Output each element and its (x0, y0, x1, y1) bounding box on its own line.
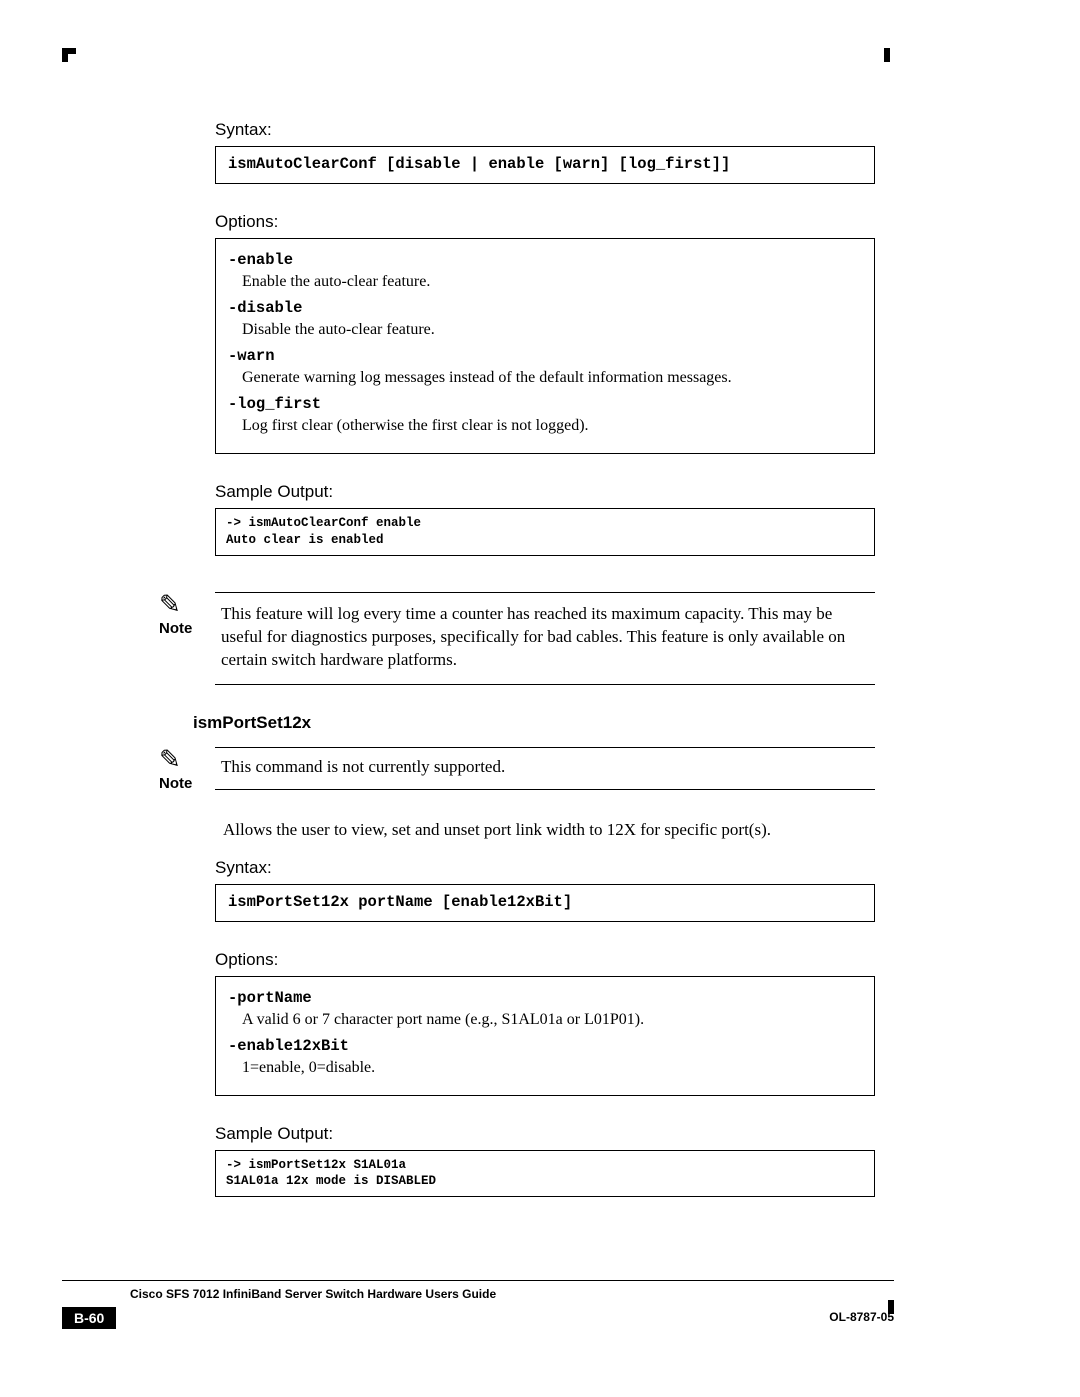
option-name: -warn (228, 347, 862, 365)
page-content: Syntax: ismAutoClearConf [disable | enab… (215, 120, 875, 1197)
option-name: -log_first (228, 395, 862, 413)
option-name: -portName (228, 989, 862, 1007)
sample-label: Sample Output: (215, 482, 875, 502)
note-label: Note (159, 775, 215, 792)
note-block: ✎ Note This command is not currently sup… (215, 747, 875, 792)
option-desc: Disable the auto-clear feature. (242, 321, 862, 339)
sample-output: -> ismPortSet12x S1AL01a S1AL01a 12x mod… (215, 1150, 875, 1198)
note-text: This feature will log every time a count… (215, 592, 875, 685)
option-desc: 1=enable, 0=disable. (242, 1059, 862, 1077)
syntax-label: Syntax: (215, 858, 875, 878)
options-label: Options: (215, 212, 875, 232)
pencil-icon: ✎ (159, 592, 215, 618)
crop-mark-tl (62, 48, 76, 62)
option-desc: Enable the auto-clear feature. (242, 273, 862, 291)
option-desc: Log first clear (otherwise the first cle… (242, 417, 862, 435)
page-number: B-60 (62, 1307, 116, 1329)
page-footer: Cisco SFS 7012 InfiniBand Server Switch … (62, 1280, 894, 1329)
option-name: -disable (228, 299, 862, 317)
syntax-box: ismPortSet12x portName [enable12xBit] (215, 884, 875, 922)
crop-mark-tr (884, 48, 890, 62)
footer-title: Cisco SFS 7012 InfiniBand Server Switch … (130, 1287, 894, 1301)
options-box: -portName A valid 6 or 7 character port … (215, 976, 875, 1096)
pencil-icon: ✎ (159, 747, 215, 773)
option-name: -enable (228, 251, 862, 269)
options-box: -enable Enable the auto-clear feature. -… (215, 238, 875, 454)
doc-id: OL-8787-05 (829, 1310, 894, 1324)
crop-mark-br (888, 1300, 894, 1314)
syntax-label: Syntax: (215, 120, 875, 140)
sample-label: Sample Output: (215, 1124, 875, 1144)
options-label: Options: (215, 950, 875, 970)
note-block: ✎ Note This feature will log every time … (215, 592, 875, 685)
note-label: Note (159, 620, 215, 637)
command-heading: ismPortSet12x (193, 713, 875, 733)
sample-output: -> ismAutoClearConf enable Auto clear is… (215, 508, 875, 556)
command-description: Allows the user to view, set and unset p… (223, 820, 875, 840)
option-desc: Generate warning log messages instead of… (242, 369, 862, 387)
syntax-box: ismAutoClearConf [disable | enable [warn… (215, 146, 875, 184)
option-desc: A valid 6 or 7 character port name (e.g.… (242, 1011, 862, 1029)
note-text: This command is not currently supported. (215, 747, 875, 790)
option-name: -enable12xBit (228, 1037, 862, 1055)
